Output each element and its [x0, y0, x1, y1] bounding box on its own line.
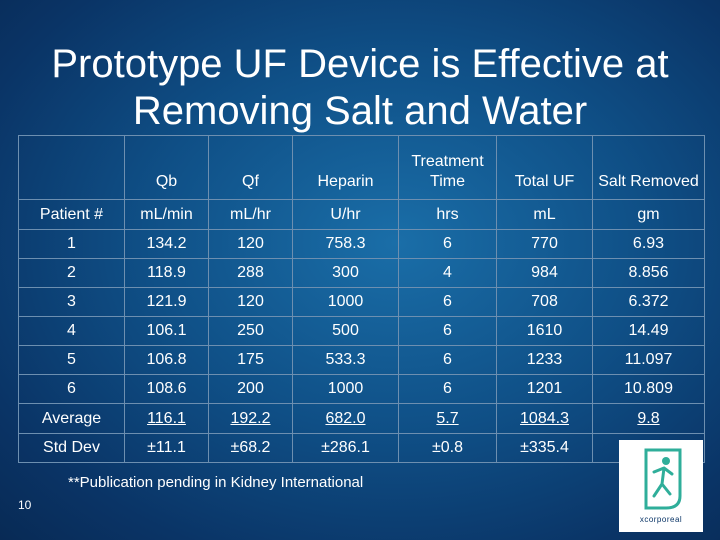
table-units-cell: Patient # — [18, 199, 125, 230]
results-table: Qb Qf Heparin Treatment Time Total UF Sa… — [18, 135, 705, 463]
table-cell: 10.809 — [592, 374, 705, 404]
table-cell: 500 — [292, 316, 399, 346]
xcorporeal-logo: xcorporeal — [619, 440, 703, 532]
table-cell: 6 — [398, 345, 497, 375]
table-cell: 770 — [496, 229, 593, 259]
table-cell: 6.93 — [592, 229, 705, 259]
table-cell: 984 — [496, 258, 593, 288]
table-row: 2 118.9 288 300 4 984 8.856 — [18, 258, 705, 288]
slide-title-line-1: Prototype UF Device is Effective at — [51, 41, 669, 86]
table-cell: 708 — [496, 287, 593, 317]
table-header-cell: Qf — [208, 135, 293, 200]
table-units-row: Patient # mL/min mL/hr U/hr hrs mL gm — [18, 199, 705, 230]
table-cell: 758.3 — [292, 229, 399, 259]
table-header-cell: Treatment Time — [398, 135, 497, 200]
table-units-cell: gm — [592, 199, 705, 230]
table-cell: 6 — [18, 374, 125, 404]
table-cell: 3 — [18, 287, 125, 317]
table-cell: 106.8 — [124, 345, 209, 375]
table-cell: 6 — [398, 374, 497, 404]
table-row: 1 134.2 120 758.3 6 770 6.93 — [18, 229, 705, 259]
table-cell: 4 — [18, 316, 125, 346]
average-cell: 682.0 — [292, 403, 399, 434]
table-cell: 120 — [208, 287, 293, 317]
slide-title-line-2: Removing Salt and Water — [132, 88, 588, 133]
table-cell: 6 — [398, 287, 497, 317]
publication-footnote: **Publication pending in Kidney Internat… — [68, 474, 364, 491]
stddev-cell: ±68.2 — [208, 433, 293, 463]
page-number: 10 — [18, 498, 32, 512]
table-cell: 1201 — [496, 374, 593, 404]
table-header-cell: Total UF — [496, 135, 593, 200]
table-cell: 120 — [208, 229, 293, 259]
table-cell: 118.9 — [124, 258, 209, 288]
table-cell: 1 — [18, 229, 125, 259]
stddev-cell: ±335.4 — [496, 433, 593, 463]
running-figure-icon — [644, 448, 682, 510]
table-units-cell: hrs — [398, 199, 497, 230]
table-cell: 8.856 — [592, 258, 705, 288]
average-cell: 5.7 — [398, 403, 497, 434]
table-units-cell: mL/hr — [208, 199, 293, 230]
average-cell: 116.1 — [124, 403, 209, 434]
table-cell: 533.3 — [292, 345, 399, 375]
table-cell: 288 — [208, 258, 293, 288]
logo-text: xcorporeal — [639, 515, 683, 524]
table-header-cell: Salt Removed — [592, 135, 705, 200]
table-average-row: Average 116.1 192.2 682.0 5.7 1084.3 9.8 — [18, 403, 705, 434]
table-header-row: Qb Qf Heparin Treatment Time Total UF Sa… — [18, 135, 705, 200]
table-row: 4 106.1 250 500 6 1610 14.49 — [18, 316, 705, 346]
table-row: 5 106.8 175 533.3 6 1233 11.097 — [18, 345, 705, 375]
table-cell: 6.372 — [592, 287, 705, 317]
table-cell: 300 — [292, 258, 399, 288]
average-label: Average — [18, 403, 125, 434]
table-row: 3 121.9 120 1000 6 708 6.372 — [18, 287, 705, 317]
table-stddev-row: Std Dev ±11.1 ±68.2 ±286.1 ±0.8 ±335.4 ±… — [18, 433, 705, 463]
table-cell: 2 — [18, 258, 125, 288]
table-cell: 14.49 — [592, 316, 705, 346]
table-cell: 5 — [18, 345, 125, 375]
average-cell: 192.2 — [208, 403, 293, 434]
table-cell: 200 — [208, 374, 293, 404]
stddev-cell: ±286.1 — [292, 433, 399, 463]
table-cell: 175 — [208, 345, 293, 375]
table-units-cell: U/hr — [292, 199, 399, 230]
table-cell: 1610 — [496, 316, 593, 346]
average-cell: 9.8 — [592, 403, 705, 434]
stddev-cell: ±11.1 — [124, 433, 209, 463]
average-cell: 1084.3 — [496, 403, 593, 434]
table-cell: 121.9 — [124, 287, 209, 317]
table-cell: 11.097 — [592, 345, 705, 375]
table-header-cell: Qb — [124, 135, 209, 200]
table-cell: 1233 — [496, 345, 593, 375]
table-cell: 4 — [398, 258, 497, 288]
table-cell: 1000 — [292, 374, 399, 404]
table-units-cell: mL/min — [124, 199, 209, 230]
slide-title: Prototype UF Device is Effective at Remo… — [20, 41, 700, 135]
table-cell: 106.1 — [124, 316, 209, 346]
stddev-cell: ±0.8 — [398, 433, 497, 463]
table-header-cell: Heparin — [292, 135, 399, 200]
table-cell: 250 — [208, 316, 293, 346]
table-cell: 108.6 — [124, 374, 209, 404]
table-row: 6 108.6 200 1000 6 1201 10.809 — [18, 374, 705, 404]
table-cell: 1000 — [292, 287, 399, 317]
table-units-cell: mL — [496, 199, 593, 230]
table-cell: 6 — [398, 316, 497, 346]
table-cell: 6 — [398, 229, 497, 259]
table-header-cell — [18, 135, 125, 200]
table-cell: 134.2 — [124, 229, 209, 259]
stddev-label: Std Dev — [18, 433, 125, 463]
